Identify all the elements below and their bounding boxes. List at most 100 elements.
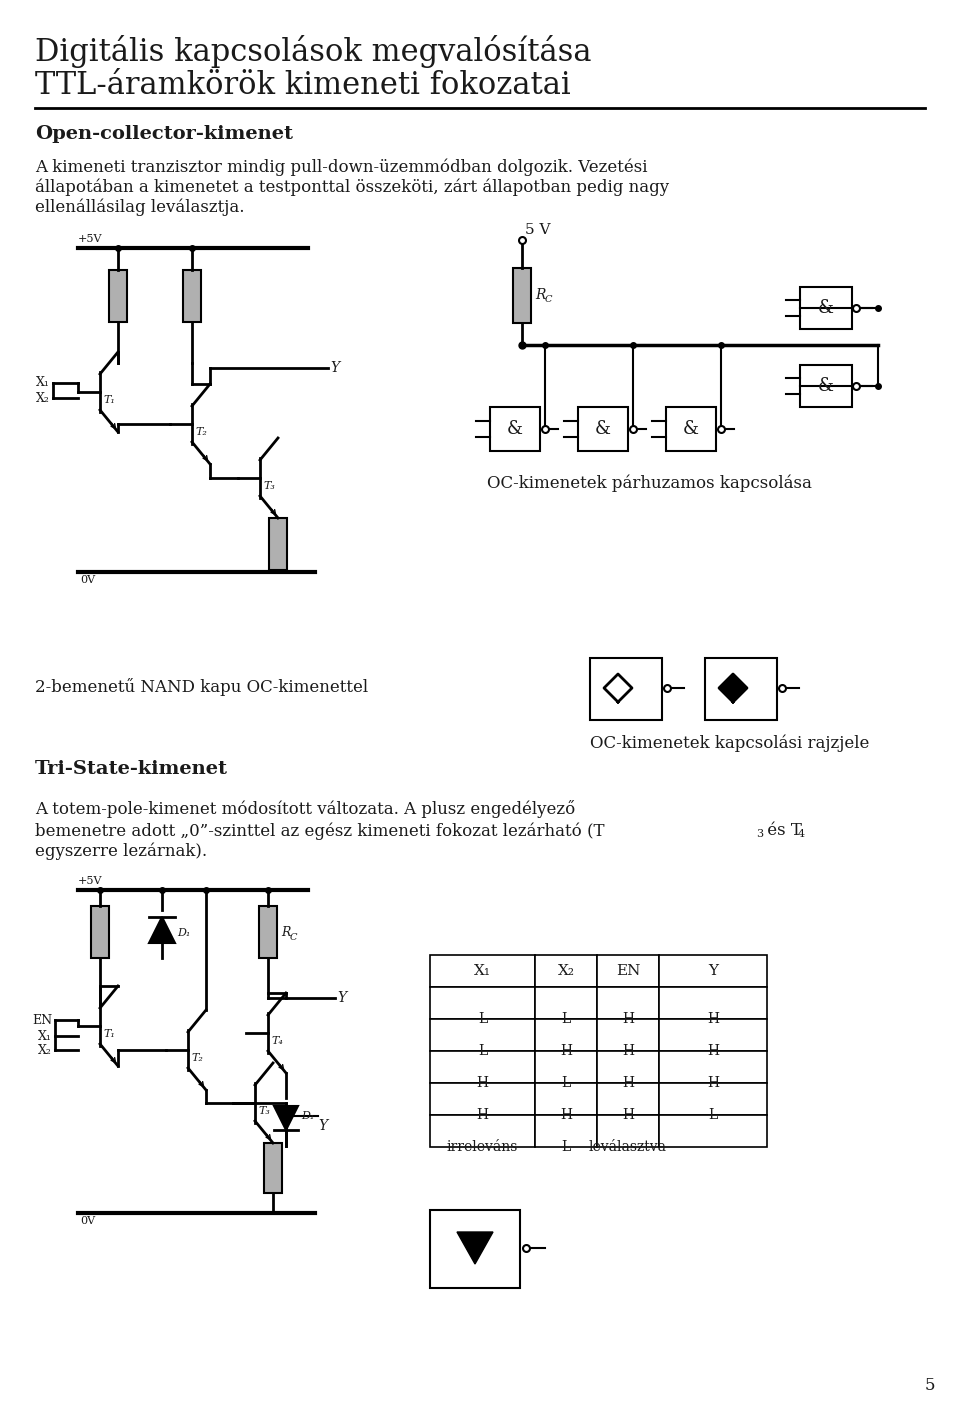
Text: leválasztva: leválasztva — [589, 1140, 667, 1154]
Polygon shape — [149, 917, 175, 943]
Text: H: H — [560, 1044, 572, 1058]
Bar — [91, 906, 109, 958]
Text: Y: Y — [337, 991, 347, 1005]
Text: T₁: T₁ — [103, 1029, 115, 1038]
Text: 3: 3 — [756, 829, 763, 839]
Bar — [535, 1019, 597, 1051]
Bar — [659, 986, 767, 1019]
Bar — [578, 407, 628, 452]
Text: L: L — [562, 1076, 570, 1090]
Bar — [597, 1051, 659, 1083]
Text: és T: és T — [762, 822, 802, 839]
Bar — [597, 955, 659, 986]
Text: 2-bemenetű NAND kapu OC-kimenettel: 2-bemenetű NAND kapu OC-kimenettel — [35, 678, 368, 696]
Bar — [430, 1019, 535, 1051]
Bar — [597, 986, 659, 1019]
Text: irreleváns: irreleváns — [446, 1140, 518, 1154]
Polygon shape — [274, 1106, 298, 1130]
Text: H: H — [707, 1044, 719, 1058]
Text: X₂: X₂ — [36, 391, 50, 404]
Text: L: L — [478, 1044, 487, 1058]
Text: L: L — [708, 1107, 718, 1121]
Text: H: H — [622, 1076, 634, 1090]
Text: H: H — [476, 1107, 489, 1121]
Bar — [597, 1083, 659, 1114]
Text: X₂: X₂ — [38, 1044, 52, 1057]
Text: H: H — [476, 1076, 489, 1090]
Bar — [666, 407, 716, 452]
Text: H: H — [560, 1107, 572, 1121]
Bar — [597, 1114, 659, 1147]
Text: EN: EN — [615, 964, 640, 978]
Text: +5V: +5V — [78, 234, 103, 243]
Text: bemenetre adott „0”-szinttel az egész kimeneti fokozat lezárható (T: bemenetre adott „0”-szinttel az egész ki… — [35, 822, 605, 840]
Text: H: H — [622, 1044, 634, 1058]
Text: D₁: D₁ — [177, 929, 190, 938]
Bar — [259, 906, 277, 958]
Text: X₂: X₂ — [558, 964, 574, 978]
Bar — [430, 1114, 535, 1147]
Text: H: H — [707, 1076, 719, 1090]
Text: A totem-pole-kimenet módosított változata. A plusz engedélyező: A totem-pole-kimenet módosított változat… — [35, 801, 575, 817]
Text: T₄: T₄ — [271, 1036, 283, 1045]
Bar — [430, 1051, 535, 1083]
Text: Digitális kapcsolások megvalósítása: Digitális kapcsolások megvalósítása — [35, 35, 591, 68]
Text: 4: 4 — [798, 829, 805, 839]
Text: 5 V: 5 V — [525, 222, 550, 236]
Text: Tri-State-kimenet: Tri-State-kimenet — [35, 760, 228, 778]
Bar — [430, 955, 535, 986]
Text: &: & — [683, 421, 699, 438]
Bar — [535, 1051, 597, 1083]
Text: R: R — [535, 288, 545, 303]
Bar — [535, 1083, 597, 1114]
Text: &: & — [507, 421, 523, 438]
Text: Y: Y — [330, 362, 339, 376]
Bar — [659, 1019, 767, 1051]
Text: 0V: 0V — [80, 1216, 95, 1225]
Bar — [800, 364, 852, 407]
Bar — [490, 407, 540, 452]
Bar — [659, 955, 767, 986]
Bar — [430, 986, 535, 1019]
Bar — [535, 986, 597, 1019]
Bar — [659, 1114, 767, 1147]
Text: +5V: +5V — [78, 877, 103, 886]
Text: &: & — [818, 377, 834, 395]
Polygon shape — [457, 1233, 493, 1263]
Text: 5: 5 — [924, 1376, 935, 1393]
Text: T₃: T₃ — [263, 481, 275, 491]
Polygon shape — [719, 674, 747, 702]
Bar — [800, 287, 852, 329]
Text: ellenállásilag leválasztja.: ellenállásilag leválasztja. — [35, 198, 245, 215]
Text: L: L — [562, 1012, 570, 1026]
Text: &: & — [595, 421, 611, 438]
Text: Open-collector-kimenet: Open-collector-kimenet — [35, 125, 293, 144]
Bar — [513, 267, 531, 324]
Text: D₁: D₁ — [301, 1112, 314, 1121]
Bar — [590, 658, 662, 720]
Text: T₂: T₂ — [195, 426, 206, 438]
Text: 0V: 0V — [80, 575, 95, 585]
Text: T₁: T₁ — [103, 395, 115, 405]
Text: EN: EN — [32, 1013, 52, 1027]
Text: X₁: X₁ — [38, 1030, 52, 1043]
Bar — [430, 1210, 520, 1287]
Text: H: H — [622, 1107, 634, 1121]
Bar — [659, 1051, 767, 1083]
Text: C: C — [290, 933, 298, 941]
Text: L: L — [478, 1012, 487, 1026]
Text: X₁: X₁ — [36, 377, 50, 390]
Text: H: H — [622, 1012, 634, 1026]
Text: Y: Y — [318, 1119, 327, 1133]
Bar — [264, 1142, 282, 1193]
Text: X₁: X₁ — [474, 964, 491, 978]
Text: OC-kimenetek párhuzamos kapcsolása: OC-kimenetek párhuzamos kapcsolása — [487, 476, 812, 492]
Text: Y: Y — [708, 964, 718, 978]
Bar — [183, 270, 201, 322]
Text: OC-kimenetek kapcsolási rajzjele: OC-kimenetek kapcsolási rajzjele — [590, 734, 870, 751]
Bar — [109, 270, 127, 322]
Text: T₃: T₃ — [258, 1106, 270, 1116]
Text: állapotában a kimenetet a testponttal összeköti, zárt állapotban pedig nagy: állapotában a kimenetet a testponttal ös… — [35, 179, 669, 196]
Bar — [659, 1083, 767, 1114]
Bar — [535, 1114, 597, 1147]
